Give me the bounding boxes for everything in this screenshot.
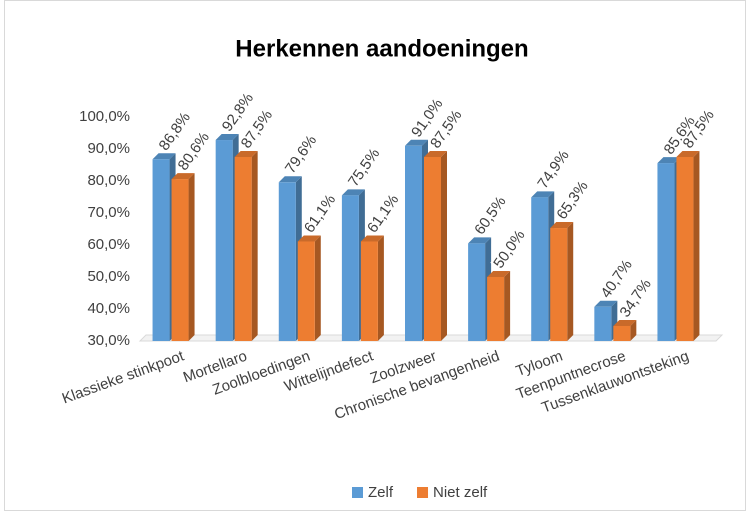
bar-top [487,271,511,277]
y-tick-label: 40,0% [87,300,130,317]
bar [613,319,637,341]
bar [171,173,195,341]
bar [360,235,384,341]
bar-top [341,189,365,196]
bar-side [693,151,700,341]
y-tick-label: 70,0% [87,204,130,221]
bar-side [504,271,511,341]
bar-front [297,241,315,341]
bar-side [251,151,258,341]
y-tick-label: 100,0% [79,108,130,125]
bar-top [405,139,428,146]
bar-front [215,140,233,341]
y-tick-label: 60,0% [87,236,130,253]
bar-top [152,153,176,160]
bar-top [424,151,447,157]
bar [550,222,574,341]
bar-top [531,191,555,198]
bar-front [424,157,441,341]
bar-top [594,300,618,307]
bar-side [188,173,195,341]
bar-front [613,325,631,341]
bar [676,151,700,341]
bar-side [567,222,574,341]
bar-front [468,243,486,341]
bar-side [630,319,637,341]
bar-front [405,145,422,341]
bar-front [341,195,359,341]
legend-swatch [352,487,363,498]
bar-top [550,222,574,229]
bar [234,151,258,341]
bar-front [594,306,612,341]
bar-top [278,176,302,183]
bar-front [152,159,170,341]
y-tick-label: 50,0% [87,268,130,285]
y-tick-label: 90,0% [87,140,130,157]
bar-top [297,235,321,242]
legend-label: Zelf [368,484,394,501]
legend-swatch [417,487,429,498]
bar-front [360,241,378,341]
bar-top [360,235,384,242]
bar-front [531,197,549,341]
bar [487,271,511,341]
bar [297,235,321,341]
bar-front [171,179,189,341]
bar-top [215,134,239,141]
bar-top [657,157,681,164]
bar-front [657,163,675,341]
bar-front [234,157,252,341]
bar-top [468,237,492,244]
bar [424,151,447,341]
bar-side [441,151,447,341]
bar-top [613,319,637,326]
bar-side [314,235,321,341]
bar-front [550,228,568,341]
bar-top [234,151,258,157]
bar-front [676,157,694,341]
bar-front [278,182,296,341]
legend-label: Niet zelf [433,484,488,501]
bar-top [171,173,195,180]
bar-front [487,277,505,341]
y-tick-label: 80,0% [87,172,130,189]
bar-top [676,151,700,157]
bar-side [377,235,384,341]
y-tick-label: 30,0% [87,332,130,349]
chart-title: Herkennen aandoeningen [235,35,528,62]
